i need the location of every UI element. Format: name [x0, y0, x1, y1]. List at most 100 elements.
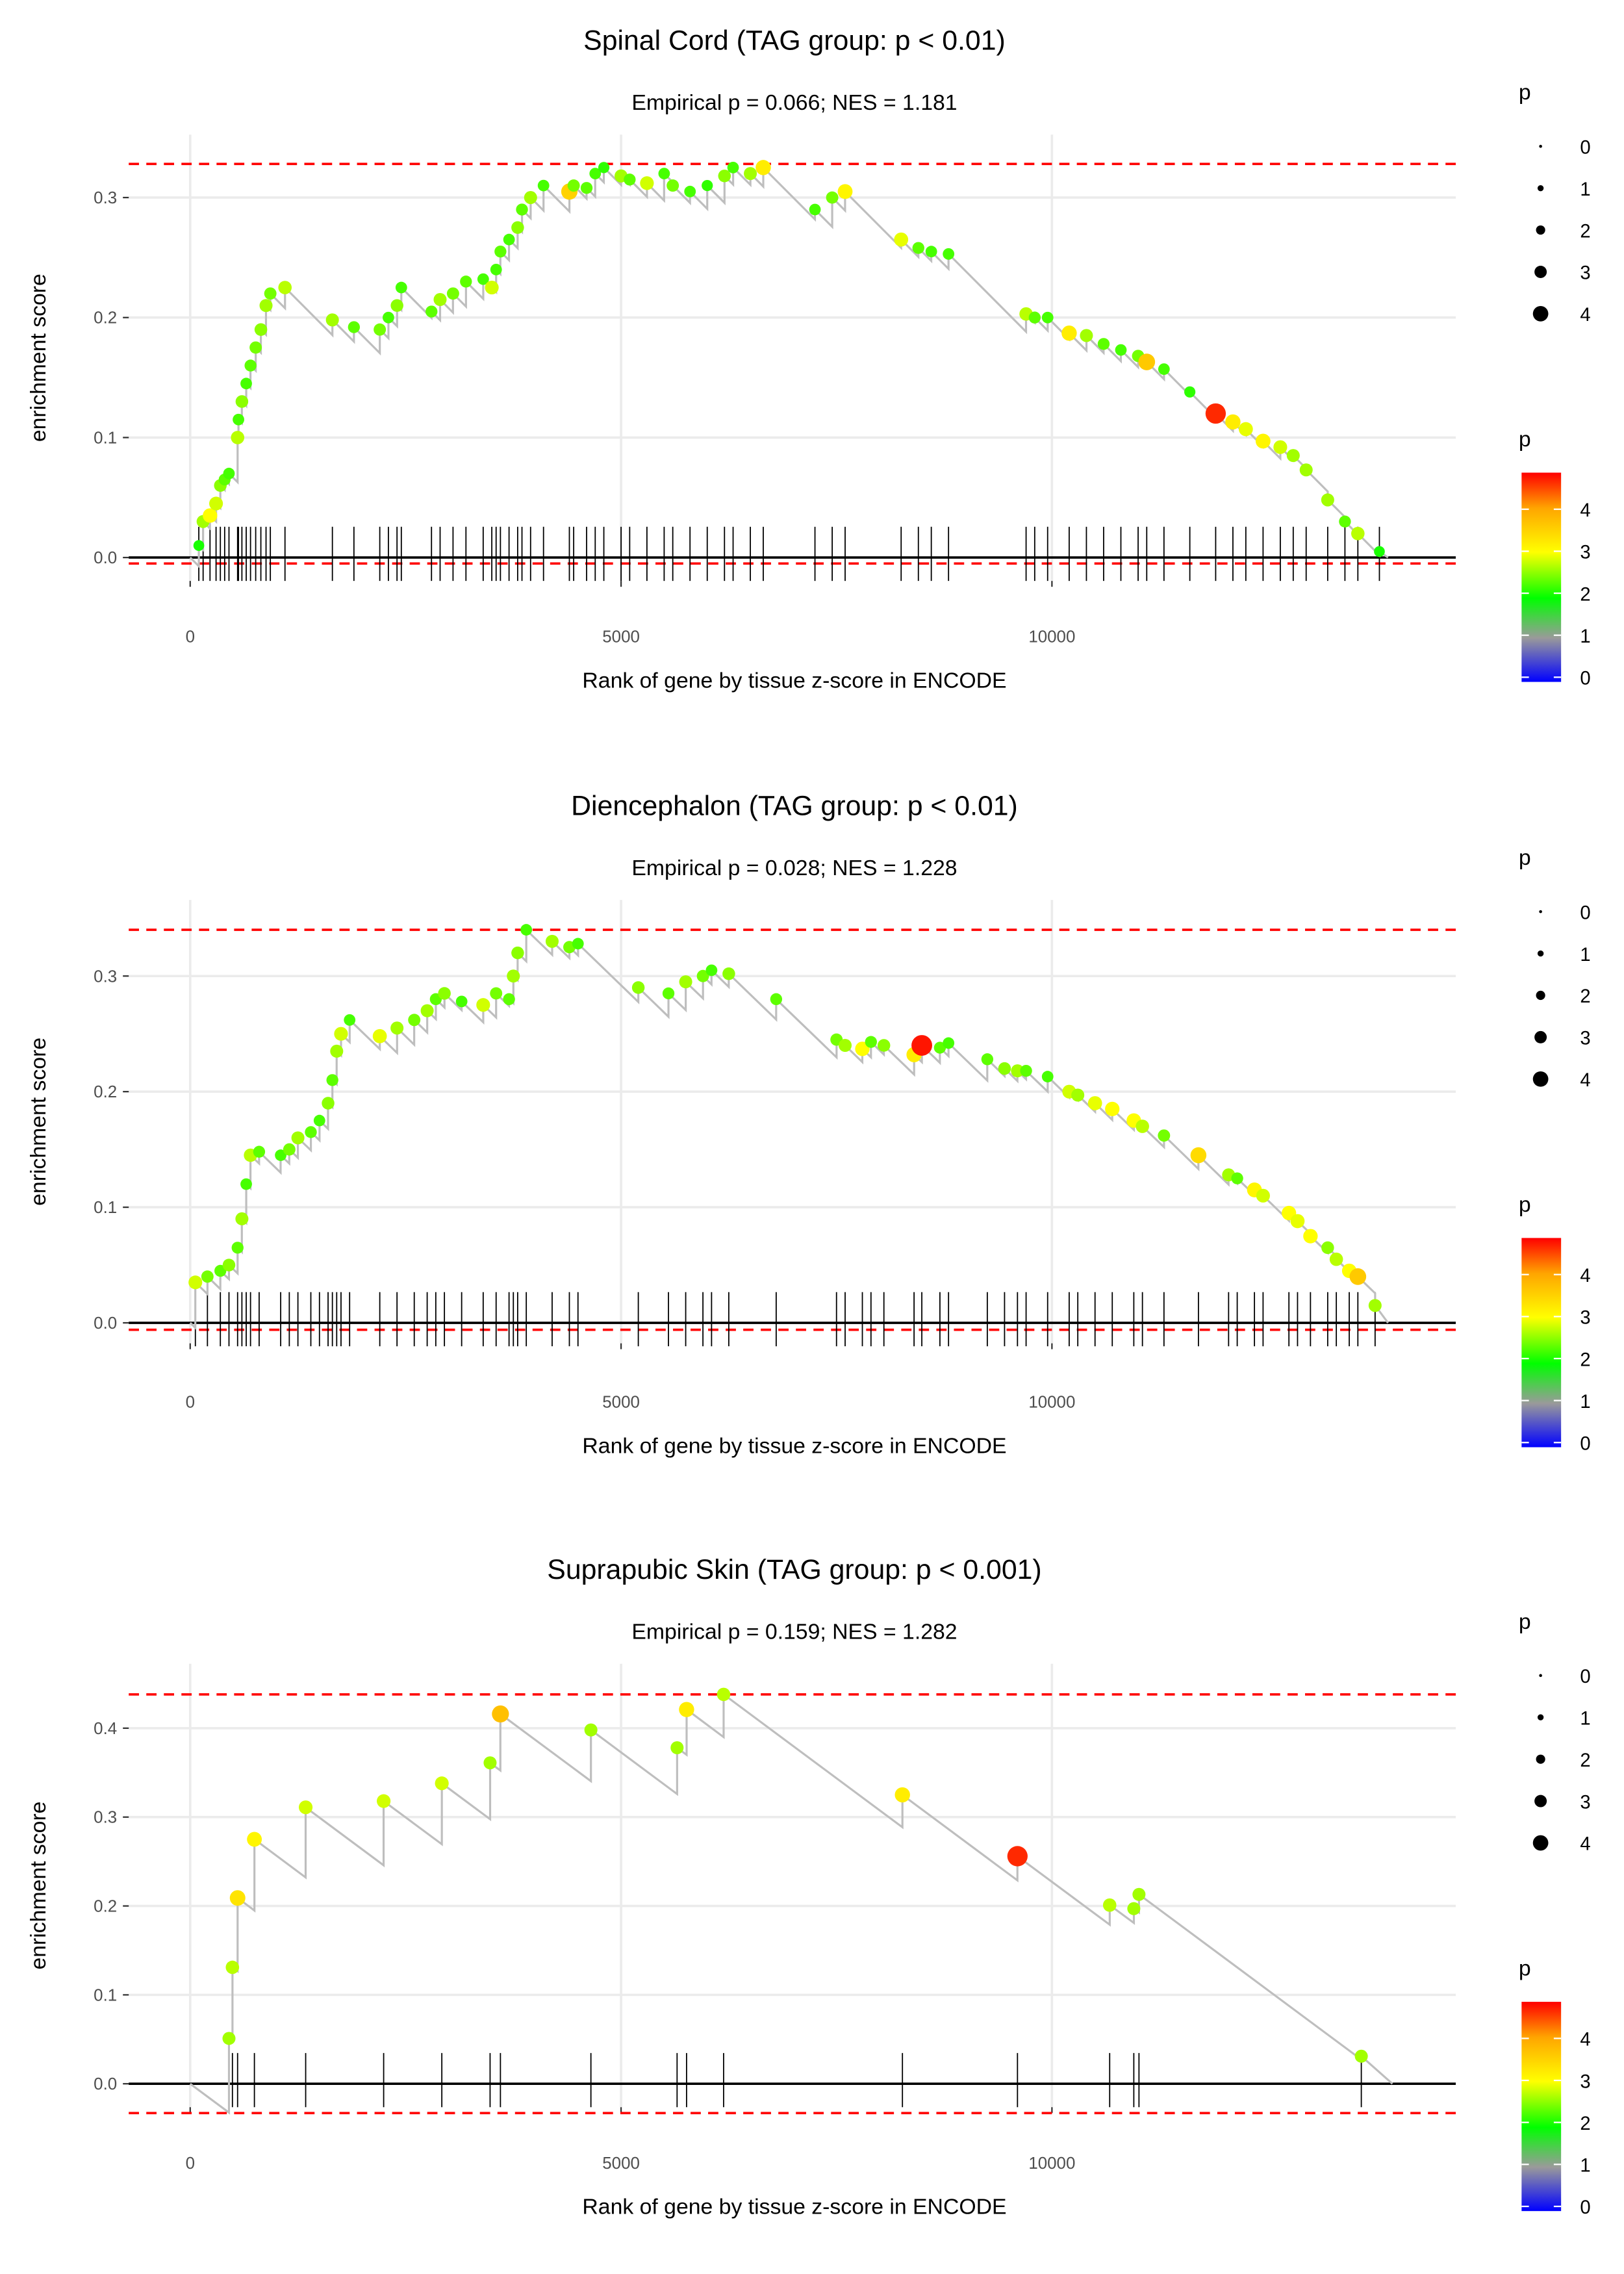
hit-point — [492, 1705, 509, 1723]
y-tick-label: 0.4 — [94, 1720, 117, 1738]
hit-point — [1105, 1101, 1120, 1117]
y-tick-label: 0.2 — [94, 1083, 117, 1101]
hit-point — [383, 311, 394, 324]
size-legend-dot — [1537, 1714, 1544, 1720]
hit-point — [755, 160, 771, 175]
hit-point — [696, 969, 709, 982]
hit-point — [865, 1036, 877, 1048]
size-legend-label: 1 — [1580, 945, 1590, 965]
size-legend-dot — [1532, 306, 1549, 322]
hit-point — [809, 203, 821, 216]
hit-point — [1020, 1064, 1032, 1077]
hit-point — [679, 1702, 694, 1717]
es-line — [189, 1692, 1393, 2115]
hit-point — [702, 179, 713, 192]
hit-point — [229, 1890, 246, 1906]
hit-point — [425, 305, 438, 318]
hit-point — [1225, 414, 1241, 430]
size-legend-label: 1 — [1580, 179, 1590, 200]
hit-point — [240, 377, 252, 390]
panel-1: Spinal Cord (TAG group: p < 0.01) Empiric… — [26, 25, 1591, 693]
hit-point — [477, 273, 489, 285]
x-tick-label: 5000 — [602, 628, 640, 646]
color-legend-label: 0 — [1580, 2197, 1590, 2218]
size-legend-dot — [1536, 225, 1545, 235]
hit-point — [490, 987, 503, 1000]
hit-point — [483, 1756, 497, 1770]
color-legend-label: 1 — [1580, 626, 1590, 647]
hit-point — [507, 969, 520, 983]
hit-point — [545, 934, 559, 948]
es-line — [189, 165, 1389, 569]
size-legend-label: 3 — [1580, 1792, 1590, 1813]
x-tick-label: 5000 — [602, 2154, 640, 2173]
hit-point — [446, 287, 459, 300]
hit-point — [420, 1004, 434, 1017]
hit-point — [222, 2032, 236, 2045]
hit-point — [998, 1062, 1011, 1075]
size-legend-label: 1 — [1580, 1709, 1590, 1730]
panel-3: Suprapubic Skin (TAG group: p < 0.001) Em… — [26, 1554, 1591, 2219]
y-axis-label: enrichment score — [26, 1038, 51, 1206]
hit-point — [516, 203, 528, 216]
hit-point — [640, 176, 654, 190]
hit-point — [326, 1074, 338, 1086]
x-tick-label: 10000 — [1028, 1394, 1075, 1412]
hit-point — [291, 1131, 305, 1145]
legend-2: p 0 1 2 3 4 p 4 3 2 1 0 — [1519, 845, 1591, 1454]
hit-point — [275, 1149, 286, 1161]
hit-point — [222, 1258, 236, 1271]
size-legend-label: 3 — [1580, 263, 1590, 284]
hit-point — [670, 1741, 684, 1755]
size-legend-title: p — [1519, 1609, 1531, 1634]
hit-point — [1231, 1172, 1243, 1184]
hit-point — [188, 1275, 203, 1290]
hit-point — [679, 975, 692, 989]
hit-point — [1041, 1071, 1054, 1082]
color-legend-label: 2 — [1580, 584, 1590, 605]
hit-point — [278, 281, 292, 294]
size-legend-label: 3 — [1580, 1028, 1590, 1049]
y-tick-label: 0.3 — [94, 1809, 117, 1827]
y-tick-label: 0.3 — [94, 189, 117, 207]
hit-point — [894, 1787, 910, 1803]
legend-3: p 0 1 2 3 4 p 4 3 2 1 0 — [1519, 1609, 1591, 2218]
hit-point — [348, 321, 361, 333]
hit-point — [1097, 338, 1110, 350]
hit-point — [377, 1794, 391, 1808]
hit-point — [943, 248, 955, 260]
color-legend-label: 0 — [1580, 669, 1590, 689]
hit-point — [313, 1114, 325, 1127]
hit-point — [490, 263, 502, 275]
size-legend-label: 2 — [1580, 1750, 1590, 1771]
hit-point — [1061, 326, 1077, 341]
hit-point — [1136, 1119, 1149, 1133]
hit-point — [572, 938, 584, 950]
hit-point — [264, 287, 277, 300]
size-legend-label: 4 — [1580, 305, 1590, 326]
hit-point — [249, 341, 262, 354]
hit-point — [1011, 1064, 1024, 1078]
size-legend-dot — [1534, 1030, 1547, 1043]
size-legend-dot — [1536, 990, 1545, 1001]
hit-point — [1351, 526, 1365, 541]
hit-point — [240, 1178, 252, 1190]
size-legend-dot — [1534, 265, 1547, 278]
hit-point — [520, 924, 533, 936]
y-tick-label: 0.3 — [94, 967, 117, 986]
hit-point — [1238, 422, 1253, 437]
hit-point — [722, 967, 735, 980]
y-tick-label: 0.1 — [94, 1199, 117, 1217]
chart-subtitle: Empirical p = 0.066; NES = 1.181 — [631, 90, 957, 115]
hit-point — [770, 993, 783, 1006]
hit-point — [455, 995, 468, 1008]
hit-point — [580, 182, 593, 194]
hit-point — [283, 1143, 296, 1156]
hit-point — [1028, 311, 1041, 324]
hit-point — [438, 987, 451, 1000]
y-axis-label: enrichment score — [26, 274, 51, 442]
hit-point — [894, 232, 909, 247]
hit-point — [223, 467, 235, 479]
hit-point — [408, 1014, 421, 1027]
